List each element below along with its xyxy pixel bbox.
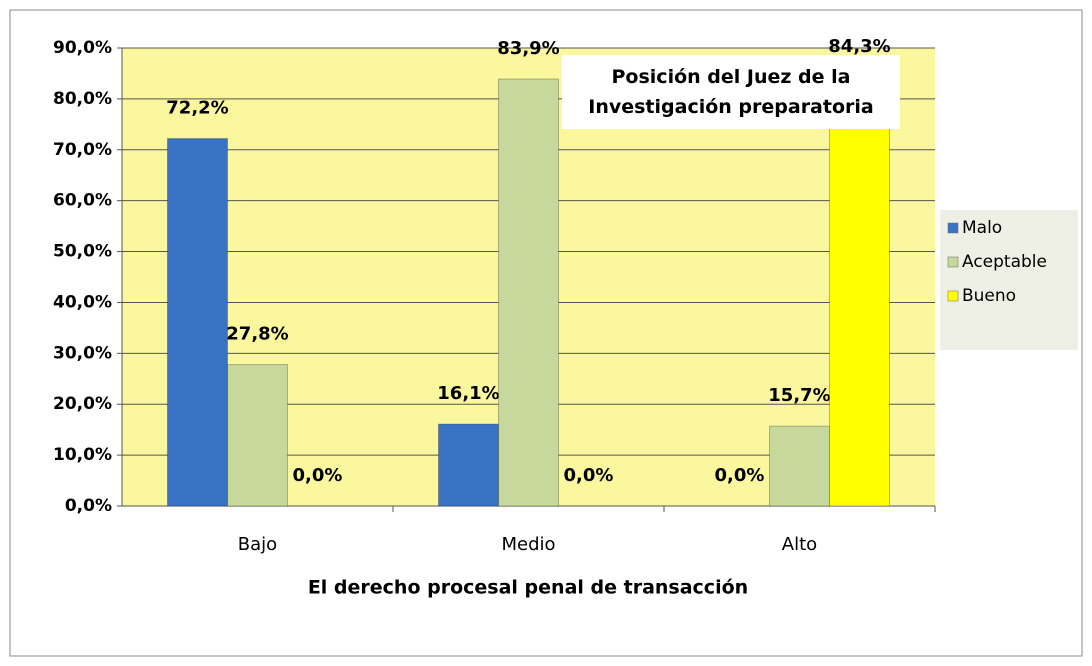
y-tick-label: 20,0%: [53, 394, 112, 414]
x-tick-label: Medio: [501, 534, 555, 555]
y-tick-label: 60,0%: [53, 191, 112, 211]
value-label: 83,9%: [497, 38, 559, 59]
y-tick-label: 70,0%: [53, 140, 112, 160]
legend-swatch: [947, 256, 959, 268]
y-tick-label: 0,0%: [65, 496, 112, 516]
legend-swatch: [947, 290, 959, 302]
y-tick-label: 40,0%: [53, 292, 112, 312]
chart-title: Posición del Juez de la Investigación pr…: [562, 55, 900, 129]
value-label: 15,7%: [768, 385, 830, 406]
legend-swatch: [947, 222, 959, 234]
value-label: 0,0%: [715, 465, 765, 486]
y-tick-label: 80,0%: [53, 89, 112, 109]
value-label: 16,1%: [437, 383, 499, 404]
bar: [769, 425, 830, 507]
x-tick-label: Alto: [782, 534, 817, 555]
y-tick-label: 90,0%: [53, 38, 112, 58]
legend-label: Bueno: [962, 286, 1016, 306]
value-label: 27,8%: [226, 324, 288, 345]
x-axis-label: El derecho procesal penal de transacción: [308, 577, 748, 599]
bar: [167, 138, 228, 507]
y-tick-label: 30,0%: [53, 343, 112, 363]
value-label: 0,0%: [293, 465, 343, 486]
value-label: 72,2%: [166, 98, 228, 119]
legend: [940, 210, 1078, 350]
x-tick-label: Bajo: [238, 534, 277, 555]
bar: [498, 78, 559, 507]
bar: [227, 364, 288, 507]
value-label: 84,3%: [828, 36, 890, 57]
value-label: 0,0%: [564, 465, 614, 486]
bar: [829, 76, 890, 507]
bar: [438, 423, 499, 507]
y-tick-label: 50,0%: [53, 242, 112, 262]
legend-label: Aceptable: [962, 252, 1047, 272]
y-tick-label: 10,0%: [53, 445, 112, 465]
legend-label: Malo: [962, 218, 1002, 238]
